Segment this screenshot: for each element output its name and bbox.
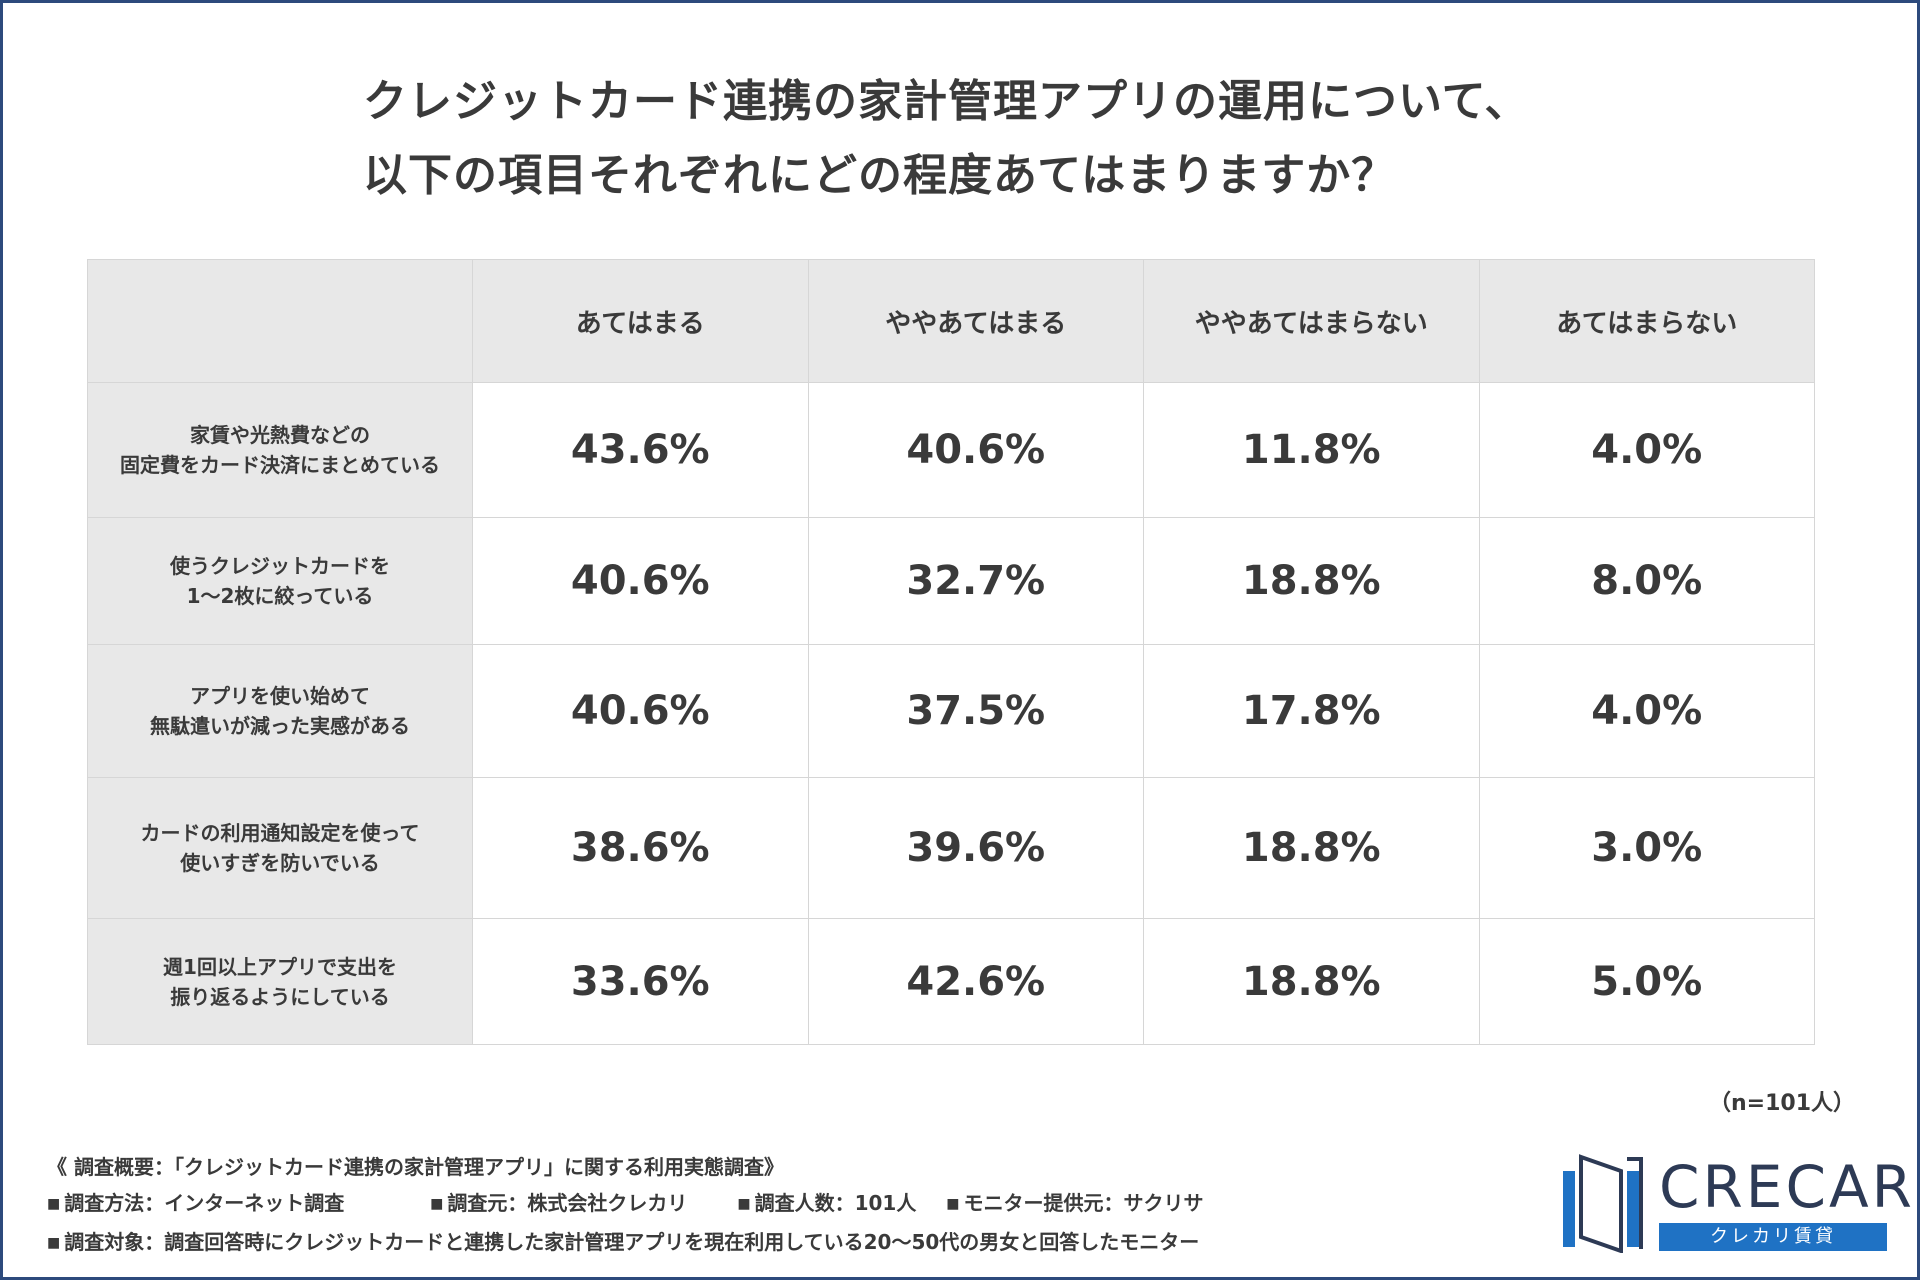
corner-cell [87,259,473,383]
footer-target-line: ■ 調査対象：調査回答時にクレジットカードと連携した家計管理アプリを現在利用してい… [47,1224,1204,1263]
header-row: あてはまる ややあてはまる ややあてはまらない あてはまらない [87,259,1815,383]
row-label: カードの利用通知設定を使って 使いすぎを防いでいる [87,777,473,919]
row-label-line: 家賃や光熱費などの [190,423,370,447]
page-title: クレジットカード連携の家計管理アプリの運用について、 以下の項目それぞれにどの程… [363,65,1529,213]
logo-subtitle: クレカリ賃貸 [1659,1223,1887,1251]
value-cell: 40.6% [472,644,809,778]
table-row: カードの利用通知設定を使って 使いすぎを防いでいる 38.6% 39.6% 18… [87,777,1815,919]
row-label-line: 固定費をカード決済にまとめている [120,453,440,477]
row-label: 使うクレジットカードを 1～2枚に絞っている [87,517,473,645]
value-cell: 5.0% [1478,918,1815,1045]
square-bullet-icon: ■ [430,1196,444,1212]
logo-wordmark: CRECARI [1659,1153,1920,1221]
footer-target: 調査対象：調査回答時にクレジットカードと連携した家計管理アプリを現在利用している… [64,1230,1200,1254]
value-cell: 42.6% [807,918,1144,1045]
footer-meta-line: ■ 調査方法：インターネット調査 ■ 調査元：株式会社クレカリ ■ 調査人数：101人… [47,1185,1204,1224]
value-cell: 18.8% [1143,918,1480,1045]
survey-footer: 《 調査概要：「クレジットカード連携の家計管理アプリ」に関する利用実態調査》 ■… [47,1149,1204,1263]
value-cell: 43.6% [472,382,809,518]
table-row: 家賃や光熱費などの 固定費をカード決済にまとめている 43.6% 40.6% 1… [87,382,1815,518]
row-label-line: 振り返るようにしている [170,984,390,1009]
sample-size-note: （n=101人） [1709,1091,1856,1116]
square-bullet-icon: ■ [47,1235,61,1251]
value-cell: 33.6% [472,918,809,1045]
survey-table: あてはまる ややあてはまる ややあてはまらない あてはまらない 家賃や光熱費など… [87,259,1815,1045]
square-bullet-icon: ■ [737,1196,751,1212]
footer-source: 調査元：株式会社クレカリ [447,1191,688,1215]
value-cell: 40.6% [472,517,809,645]
title-line-1: クレジットカード連携の家計管理アプリの運用について、 [363,76,1530,127]
value-cell: 32.7% [807,517,1144,645]
column-header: あてはまらない [1478,259,1815,383]
value-cell: 17.8% [1143,644,1480,778]
row-label: アプリを使い始めて 無駄遣いが減った実感がある [87,644,473,778]
square-bullet-icon: ■ [946,1196,960,1212]
row-label-line: 使いすぎを防いでいる [180,851,380,875]
row-label-line: カードの利用通知設定を使って [140,821,420,845]
row-label: 週1回以上アプリで支出を 振り返るようにしている [87,918,473,1045]
value-cell: 40.6% [807,382,1144,518]
value-cell: 37.5% [807,644,1144,778]
value-cell: 18.8% [1143,517,1480,645]
value-cell: 39.6% [807,777,1144,919]
footer-count: 調査人数：101人 [754,1191,917,1215]
row-label-line: 週1回以上アプリで支出を [163,954,397,979]
footer-method: 調査方法：インターネット調査 [64,1191,345,1215]
value-cell: 38.6% [472,777,809,919]
column-header: ややあてはまらない [1143,259,1480,383]
footer-monitor: モニター提供元：サクリサ [963,1191,1204,1215]
table-row: 使うクレジットカードを 1～2枚に絞っている 40.6% 32.7% 18.8%… [87,517,1815,645]
door-logo-icon [1563,1154,1643,1253]
table-row: アプリを使い始めて 無駄遣いが減った実感がある 40.6% 37.5% 17.8… [87,644,1815,778]
value-cell: 4.0% [1478,382,1815,518]
value-cell: 11.8% [1143,382,1480,518]
table-row: 週1回以上アプリで支出を 振り返るようにしている 33.6% 42.6% 18.… [87,918,1815,1045]
row-label-line: 無駄遣いが減った実感がある [150,714,410,738]
column-header: ややあてはまる [807,259,1144,383]
title-line-2: 以下の項目それぞれにどの程度あてはまりますか？ [363,150,1397,201]
value-cell: 3.0% [1478,777,1815,919]
square-bullet-icon: ■ [47,1196,61,1212]
row-label-line: アプリを使い始めて [190,684,370,708]
value-cell: 18.8% [1143,777,1480,919]
row-label-line: 使うクレジットカードを [170,554,390,578]
footer-summary: 《 調査概要：「クレジットカード連携の家計管理アプリ」に関する利用実態調査》 [47,1155,784,1179]
crecari-logo: CRECARI クレカリ賃貸 [1561,1153,1920,1253]
value-cell: 4.0% [1478,644,1815,778]
column-header: あてはまる [472,259,809,383]
value-cell: 8.0% [1478,517,1815,645]
row-label-line: 1～2枚に絞っている [186,584,374,608]
row-label: 家賃や光熱費などの 固定費をカード決済にまとめている [87,382,473,518]
